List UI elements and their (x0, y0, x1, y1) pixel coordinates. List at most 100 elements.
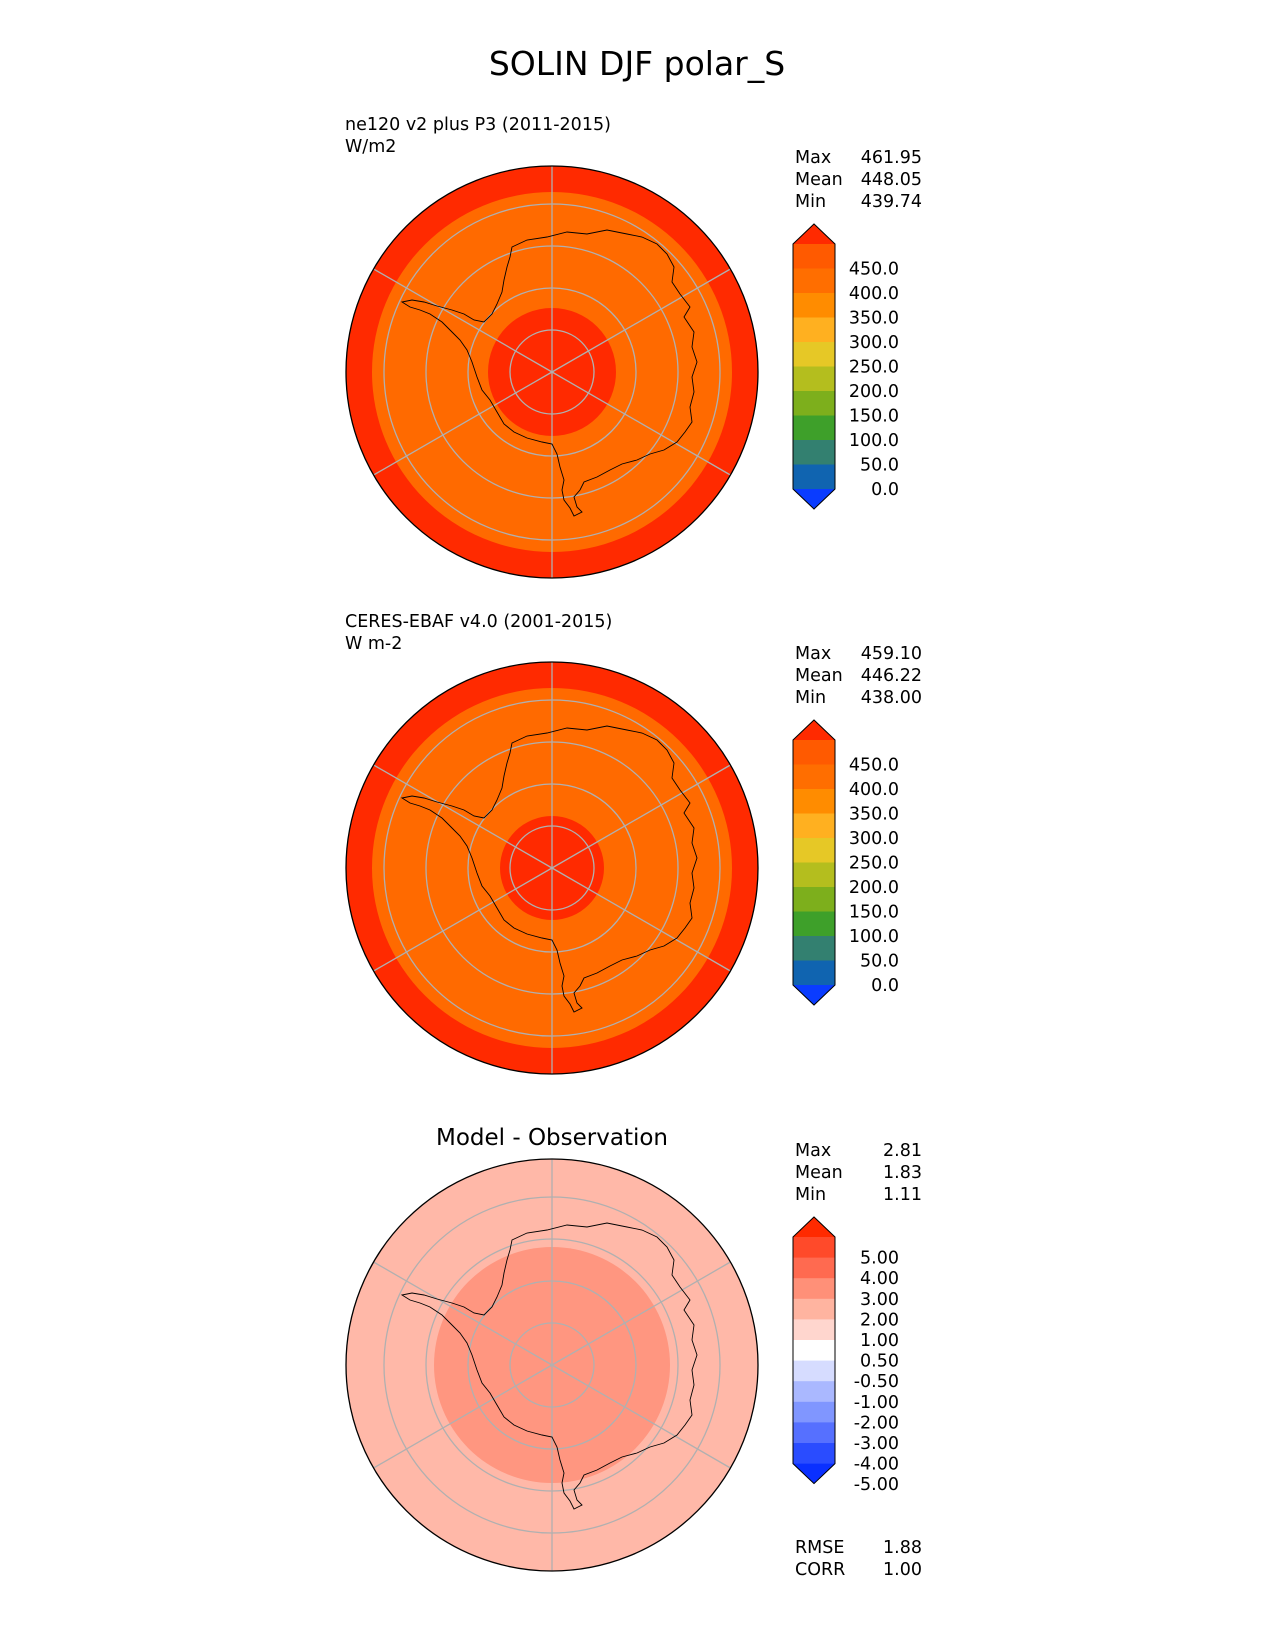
colorbar-tick-label: 400.0 (849, 284, 899, 304)
stat-label: Max (795, 148, 831, 168)
colorbar-swatch (793, 464, 835, 490)
meridian-line (373, 268, 553, 373)
stat-value: 1.11 (883, 1185, 922, 1205)
meridian-line (373, 371, 553, 476)
colorbar-swatch (793, 1360, 835, 1382)
stat-value: 438.00 (861, 688, 922, 708)
stat-value: 448.05 (861, 170, 922, 190)
colorbar-tick-label: 150.0 (849, 903, 899, 923)
meridian-line (373, 867, 553, 972)
stat-value: 461.95 (861, 148, 922, 168)
map-boundary (345, 165, 759, 579)
map-gridlines (373, 662, 731, 1074)
corr-value: 1.00 (883, 1560, 922, 1580)
colorbar: 450.0 400.0 350.0 300.0 250.0 200.0 150.0 100.0… (792, 223, 899, 510)
colorbar: 5.004.003.002.001.000.50-0.50-1.00-2.00-… (792, 1216, 899, 1495)
rmse-value: 1.88 (883, 1538, 922, 1558)
colorbar-tick-label: 350.0 (849, 805, 899, 825)
colorbar-extend-bottom (793, 985, 835, 1005)
colorbar-swatch (793, 764, 835, 790)
colorbar-tick-label: 300.0 (849, 829, 899, 849)
colorbar-extend-bottom (793, 1463, 835, 1484)
panel-observation: CERES-EBAF v4.0 (2001-2015) W m-2 Max 45… (345, 612, 922, 1075)
map-boundary (345, 661, 759, 1075)
panel-title: Model - Observation (436, 1125, 668, 1151)
colorbar-swatch (793, 1278, 835, 1300)
colorbar-tick-label: -1.00 (854, 1393, 899, 1413)
colorbar-swatch (793, 1401, 835, 1423)
colorbar-swatch (793, 862, 835, 888)
colorbar-swatch (793, 1257, 835, 1279)
colorbar-tick-label: 450.0 (849, 260, 899, 280)
stats-block: Max 461.95 Mean 448.05 Min 439.74 (795, 148, 922, 212)
colorbar-tick-label: 4.00 (860, 1269, 899, 1289)
colorbar-swatch (793, 440, 835, 465)
panel-units: W m-2 (345, 634, 402, 654)
colorbar-swatch (793, 740, 835, 765)
colorbar-swatch (793, 1340, 835, 1362)
colorbar-swatch (793, 960, 835, 986)
colorbar-swatch (793, 366, 835, 392)
panel-subtitle: CERES-EBAF v4.0 (2001-2015) (345, 612, 612, 632)
colorbar-tick-label: 50.0 (860, 456, 899, 476)
colorbar-swatch (793, 838, 835, 863)
stat-label: Min (795, 192, 826, 212)
colorbar-tick-label: -2.00 (854, 1413, 899, 1433)
colorbar-tick-label: 2.00 (860, 1310, 899, 1330)
colorbar-tick-label: 50.0 (860, 952, 899, 972)
stat-label: Mean (795, 170, 843, 190)
stat-value: 459.10 (861, 644, 922, 664)
meridian-line (551, 371, 731, 476)
colorbar-extend-top (793, 1217, 835, 1237)
colorbar-tick-label: 450.0 (849, 756, 899, 776)
colorbar-outline (792, 223, 836, 510)
colorbar-tick-label: 5.00 (860, 1249, 899, 1269)
colorbar-swatch (793, 911, 835, 937)
colorbar-swatch (793, 244, 835, 269)
figure-title: SOLIN DJF polar_S (489, 44, 785, 83)
colorbar-swatch (793, 1381, 835, 1403)
stats-block: Max 2.81 Mean 1.83 Min 1.11 (795, 1141, 922, 1205)
colorbar-tick-label: 150.0 (849, 407, 899, 427)
footer-stats: RMSE 1.88 CORR 1.00 (795, 1538, 922, 1580)
colorbar-swatch (793, 1319, 835, 1341)
colorbar-swatch (793, 391, 835, 416)
corr-label: CORR (795, 1560, 845, 1580)
colorbar-tick-label: 3.00 (860, 1290, 899, 1310)
panel-subtitle: ne120 v2 plus P3 (2011-2015) (345, 115, 611, 135)
colorbar-swatch (793, 936, 835, 961)
map-gridlines (373, 166, 731, 578)
meridian-line (551, 1261, 731, 1366)
colorbar-swatch (793, 1237, 835, 1259)
colorbar-swatch (793, 887, 835, 912)
colorbar-tick-label: 250.0 (849, 358, 899, 378)
meridian-line (551, 1364, 731, 1469)
meridian-line (551, 268, 731, 373)
colorbar-tick-label: -4.00 (854, 1455, 899, 1475)
map-gridlines (373, 1159, 731, 1571)
map-boundary (345, 1158, 759, 1572)
colorbar-swatch (793, 317, 835, 343)
colorbar-swatch (793, 813, 835, 839)
colorbar-tick-label: -3.00 (854, 1434, 899, 1454)
colorbar-swatch (793, 789, 835, 814)
colorbar-swatch (793, 268, 835, 294)
colorbar-extend-top (793, 720, 835, 740)
stat-value: 446.22 (861, 666, 922, 686)
colorbar-tick-label: 350.0 (849, 309, 899, 329)
polar-map (346, 662, 758, 1074)
colorbar-swatch (793, 415, 835, 441)
colorbar-swatch (793, 1422, 835, 1444)
colorbar-swatch (793, 293, 835, 318)
colorbar-tick-label: 100.0 (849, 927, 899, 947)
colorbar-outline (792, 719, 836, 1006)
stat-label: Max (795, 1141, 831, 1161)
panel-units: W/m2 (345, 137, 396, 157)
colorbar-tick-label: 100.0 (849, 431, 899, 451)
colorbar: 450.0 400.0 350.0 300.0 250.0 200.0 150.0 100.0… (792, 719, 899, 1006)
stat-label: Min (795, 688, 826, 708)
colorbar-extend-bottom (793, 489, 835, 509)
meridian-line (373, 1364, 553, 1469)
polar-map (346, 1159, 758, 1571)
